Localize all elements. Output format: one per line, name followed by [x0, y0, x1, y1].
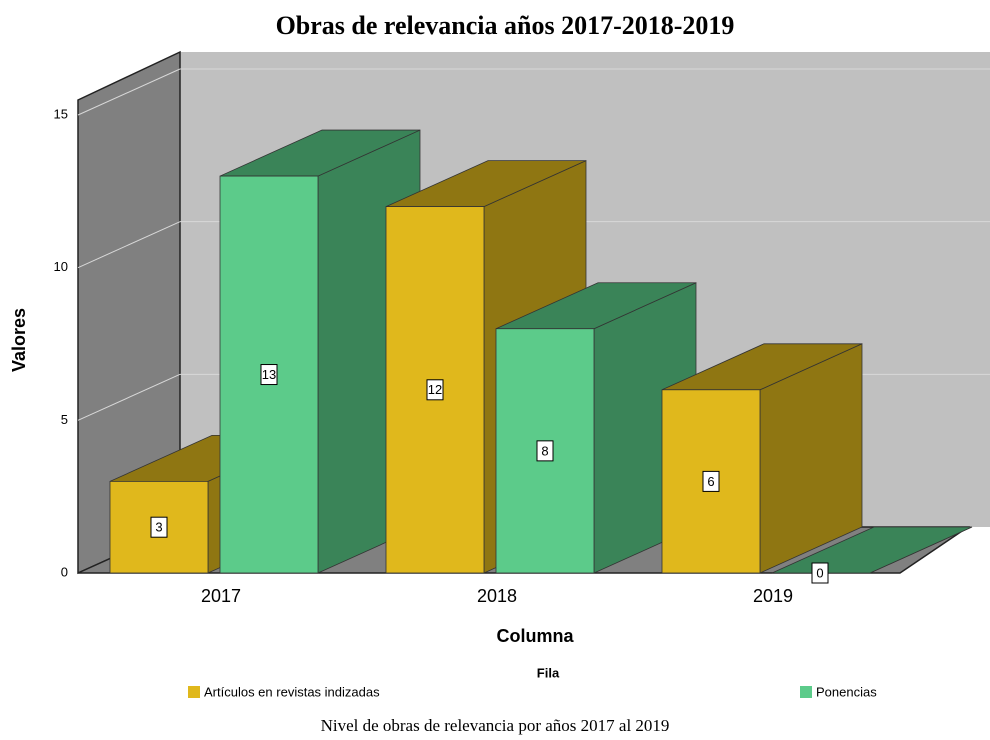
y-tick-label: 0	[61, 564, 68, 579]
value-label: 13	[262, 367, 276, 382]
x-axis-label: Columna	[496, 626, 574, 646]
legend-label: Artículos en revistas indizadas	[204, 684, 380, 699]
grid-line	[77, 373, 181, 421]
value-label: 0	[816, 565, 823, 580]
bar-top	[771, 526, 973, 574]
value-label-box	[150, 516, 168, 538]
x-tick-label: 2018	[477, 586, 517, 606]
value-label: 3	[155, 520, 162, 535]
value-label: 6	[707, 474, 714, 489]
y-axis-label: Valores	[9, 308, 29, 372]
value-label: 12	[428, 382, 442, 397]
x-tick-label: 2017	[201, 586, 241, 606]
grid-line	[77, 68, 181, 116]
legend-label: Ponencias	[816, 684, 877, 699]
value-label-box	[702, 470, 720, 492]
caption: Nivel de obras de relevancia por años 20…	[321, 716, 670, 735]
chart-title: Obras de relevancia años 2017-2018-2019	[276, 11, 735, 40]
value-label-box	[536, 440, 554, 462]
y-tick-label: 10	[54, 259, 68, 274]
y-tick-label: 15	[54, 106, 68, 121]
value-label: 8	[541, 443, 548, 458]
legend-swatch	[188, 686, 200, 698]
value-label-box	[260, 364, 278, 386]
legend-swatch	[800, 686, 812, 698]
value-label-box	[811, 562, 829, 584]
y-tick-label: 5	[61, 412, 68, 427]
legend-title: Fila	[537, 665, 560, 680]
value-label-box	[426, 379, 444, 401]
grid-line	[77, 221, 181, 269]
x-tick-label: 2019	[753, 586, 793, 606]
